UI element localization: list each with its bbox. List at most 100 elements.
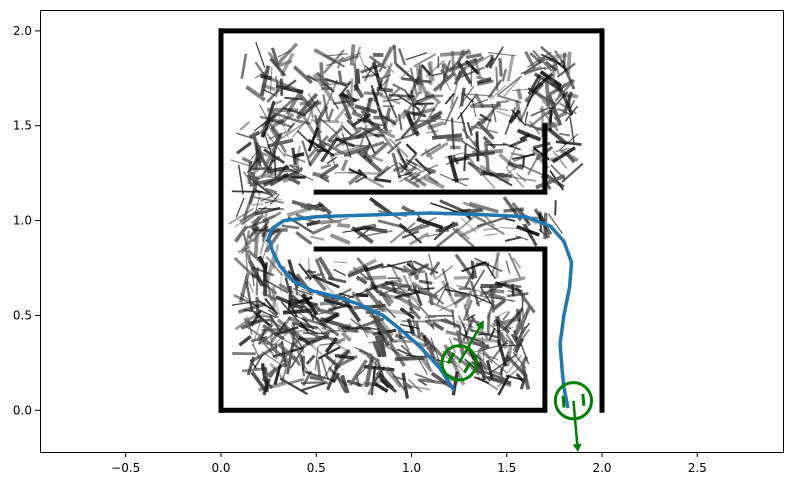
field-stroke [498, 57, 503, 77]
field-stroke [293, 152, 305, 158]
field-stroke [246, 356, 256, 376]
field-stroke [384, 280, 413, 289]
field-stroke [280, 271, 282, 293]
field-stroke [527, 151, 542, 176]
y-tick-label: 1.0 [13, 214, 32, 228]
field-stroke [258, 226, 279, 235]
field-stroke [388, 338, 413, 344]
robot-start-body [440, 344, 478, 382]
field-stroke [264, 199, 278, 204]
field-stroke [457, 95, 476, 120]
field-stroke [476, 77, 492, 85]
field-stroke [361, 129, 393, 139]
field-stroke [476, 120, 495, 141]
field-stroke [348, 359, 368, 386]
field-stroke [418, 279, 433, 285]
field-stroke [495, 281, 522, 293]
field-stroke [278, 122, 304, 141]
field-stroke [301, 140, 312, 167]
field-stroke [459, 221, 488, 238]
field-stroke [234, 208, 259, 228]
field-stroke [396, 294, 422, 312]
field-stroke [289, 298, 318, 307]
field-stroke [399, 70, 410, 80]
x-tick-label: −0.5 [111, 461, 140, 475]
field-stroke [501, 68, 508, 82]
field-stroke [504, 107, 517, 136]
field-stroke [453, 66, 468, 86]
robot-start-arrowhead [475, 320, 484, 330]
field-stroke [374, 178, 392, 183]
field-stroke [401, 287, 421, 305]
field-stroke [407, 223, 430, 234]
field-stroke [524, 50, 536, 70]
field-stroke [445, 348, 468, 367]
field-stroke [270, 316, 292, 343]
field-stroke [313, 48, 336, 63]
field-stroke [264, 187, 278, 195]
field-stroke [287, 378, 305, 385]
field-stroke [250, 344, 278, 363]
field-stroke [440, 318, 461, 328]
field-stroke [412, 333, 426, 343]
field-stroke [334, 353, 355, 360]
field-stroke [461, 323, 468, 335]
field-stroke [354, 175, 367, 184]
field-stroke [378, 113, 397, 126]
field-stroke [246, 318, 273, 324]
field-stroke [431, 133, 462, 140]
field-stroke [307, 93, 323, 117]
field-stroke [511, 283, 515, 297]
robot-goal-wheel [581, 393, 586, 407]
field-stroke [454, 253, 475, 280]
field-stroke [257, 255, 268, 270]
field-stroke [354, 346, 373, 356]
field-stroke [485, 110, 494, 132]
field-stroke [234, 314, 257, 331]
field-stroke [404, 111, 420, 137]
field-stroke [394, 290, 421, 299]
field-stroke [287, 167, 314, 181]
field-stroke [338, 354, 358, 367]
field-stroke [506, 355, 528, 379]
maze-walls [218, 28, 605, 413]
field-stroke [281, 224, 300, 230]
field-stroke [410, 173, 421, 181]
field-stroke [311, 223, 332, 235]
field-stroke [308, 308, 315, 321]
field-stroke [272, 170, 299, 186]
field-stroke [307, 127, 319, 152]
field-stroke [310, 235, 325, 241]
field-stroke [353, 83, 365, 99]
field-stroke [373, 133, 385, 137]
field-stroke [547, 94, 563, 126]
field-stroke [430, 371, 452, 389]
wall-outer-bottom [218, 246, 548, 413]
field-stroke [264, 253, 277, 285]
field-stroke [289, 164, 300, 169]
field-stroke [287, 315, 311, 329]
field-stroke [412, 162, 433, 173]
robot-goal-arrowhead [572, 443, 582, 453]
trajectory [266, 211, 574, 409]
field-stroke [394, 333, 406, 341]
field-stroke [441, 62, 451, 74]
field-stroke [260, 73, 272, 81]
x-tick-label: 2.5 [688, 461, 707, 475]
field-stroke [475, 75, 487, 81]
field-stroke [270, 318, 273, 341]
field-stroke [497, 374, 511, 396]
field-stroke [444, 92, 455, 105]
field-stroke [465, 53, 482, 59]
field-stroke [295, 231, 313, 246]
field-stroke [305, 371, 336, 382]
field-stroke [486, 300, 495, 319]
field-stroke [429, 261, 441, 276]
field-stroke [551, 146, 576, 164]
field-stroke [496, 110, 520, 121]
field-stroke [427, 345, 437, 363]
field-stroke [504, 236, 522, 242]
field-stroke [466, 121, 474, 136]
field-stroke [406, 171, 427, 187]
field-stroke [399, 171, 417, 183]
